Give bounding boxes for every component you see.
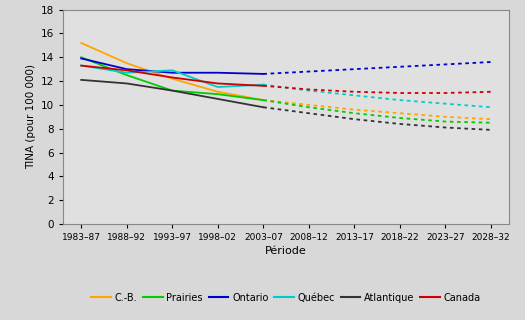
X-axis label: Période: Période — [265, 246, 307, 256]
Y-axis label: TINA (pour 100 000): TINA (pour 100 000) — [27, 64, 37, 169]
Legend: C.-B., Prairies, Ontario, Québec, Atlantique, Canada: C.-B., Prairies, Ontario, Québec, Atlant… — [87, 289, 485, 307]
